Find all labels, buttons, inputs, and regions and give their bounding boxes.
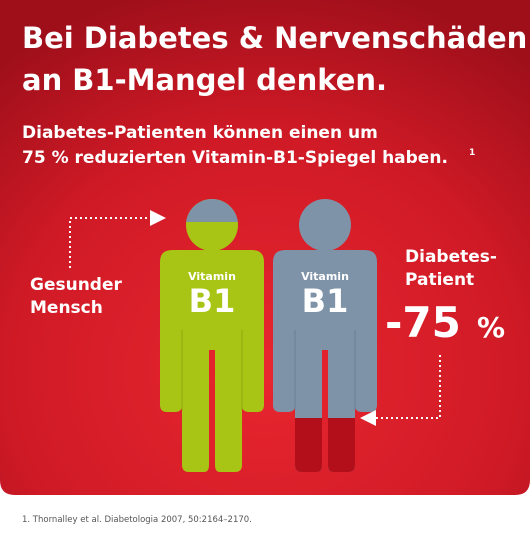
- figure-large: B1: [189, 282, 236, 320]
- healthy-head-deficit: [186, 199, 238, 222]
- title-line: an B1-Mangel denken.: [22, 63, 387, 97]
- diabetic-label: Patient: [405, 270, 474, 290]
- healthy-label: Gesunder: [30, 275, 123, 295]
- diabetic-label: Diabetes-: [405, 247, 497, 267]
- figure-large: B1: [302, 282, 349, 320]
- subtitle-line: Diabetes-Patienten können einen um: [22, 123, 378, 143]
- footnote-mark: 1: [469, 148, 475, 158]
- arrow: [69, 210, 166, 268]
- reduction-unit: %: [477, 311, 505, 344]
- arrow: [360, 355, 441, 426]
- subtitle-line: 75 % reduzierten Vitamin-B1-Spiegel habe…: [22, 148, 448, 168]
- footnote: 1. Thornalley et al. Diabetologia 2007, …: [22, 515, 252, 525]
- figure-small: Vitamin: [188, 270, 236, 283]
- figure-small: Vitamin: [301, 270, 349, 283]
- healthy-label: Mensch: [30, 298, 103, 318]
- red-panel: [0, 0, 530, 495]
- diabetic-head: [299, 199, 351, 251]
- title-line: Bei Diabetes & Nervenschäden: [22, 21, 527, 55]
- reduction: -75: [385, 298, 461, 347]
